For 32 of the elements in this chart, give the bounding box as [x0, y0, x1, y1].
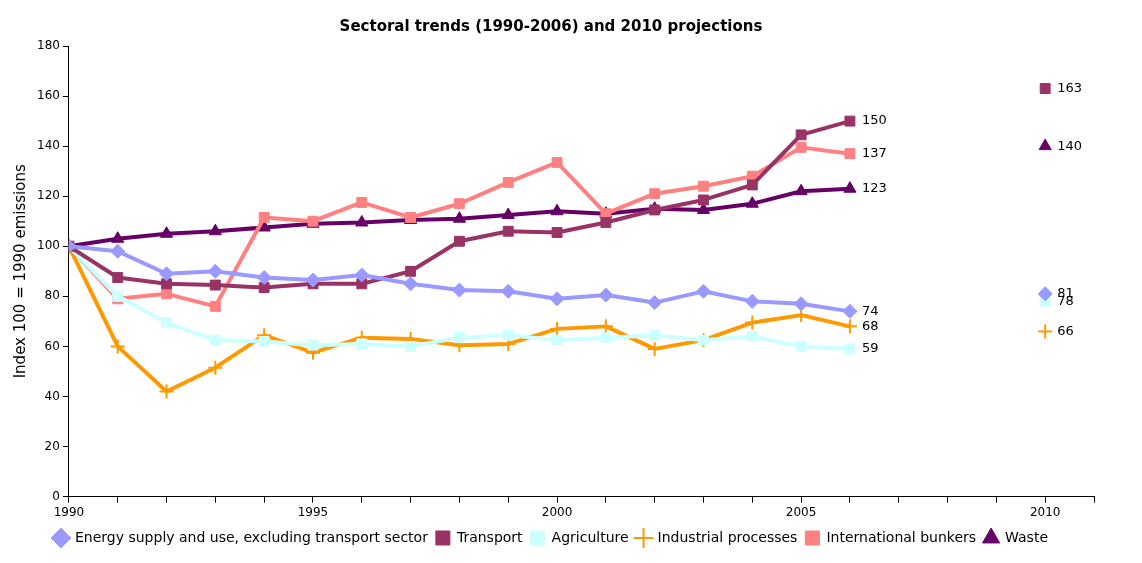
y-tick-label: 100	[37, 238, 60, 253]
data-label: 150	[861, 112, 887, 128]
y-tick-label: 60	[44, 338, 60, 353]
y-tick-label: 40	[44, 388, 60, 403]
y-tick-label: 0	[52, 488, 60, 503]
y-tick-label: 20	[44, 438, 60, 453]
legend-label: Agriculture	[551, 528, 629, 545]
data-label: 137	[861, 145, 887, 161]
data-label: 140	[1057, 137, 1083, 153]
legend-label: Industrial processes	[657, 528, 798, 545]
x-tick-label: 2000	[541, 504, 573, 519]
y-tick-label: 140	[37, 138, 60, 153]
x-tick-label: 1995	[297, 504, 329, 519]
y-tick-label: 160	[37, 88, 60, 103]
data-label: 68	[861, 317, 879, 333]
data-label: 74	[861, 302, 879, 318]
legend-label: Waste	[1005, 528, 1049, 545]
data-label: 59	[861, 340, 879, 356]
legend-label: Transport	[455, 528, 524, 545]
legend-label: Energy supply and use, excluding transport sector	[74, 528, 429, 545]
x-tick-label: 2010	[1029, 504, 1061, 519]
y-tick-label: 120	[37, 188, 60, 203]
x-tick-label: 1990	[53, 504, 85, 519]
chart-title: Sectoral trends (1990-2006) and 2010 projections	[339, 16, 763, 35]
legend-label: International bunkers	[826, 528, 977, 545]
data-label: 123	[861, 180, 887, 196]
data-label: 163	[1057, 79, 1083, 95]
y-tick-label: 80	[44, 288, 60, 303]
y-axis-title: Index 100 = 1990 emissions	[10, 164, 29, 379]
data-label: 66	[1057, 322, 1074, 338]
y-tick-label: 180	[37, 38, 60, 53]
x-tick-label: 2005	[785, 504, 817, 519]
